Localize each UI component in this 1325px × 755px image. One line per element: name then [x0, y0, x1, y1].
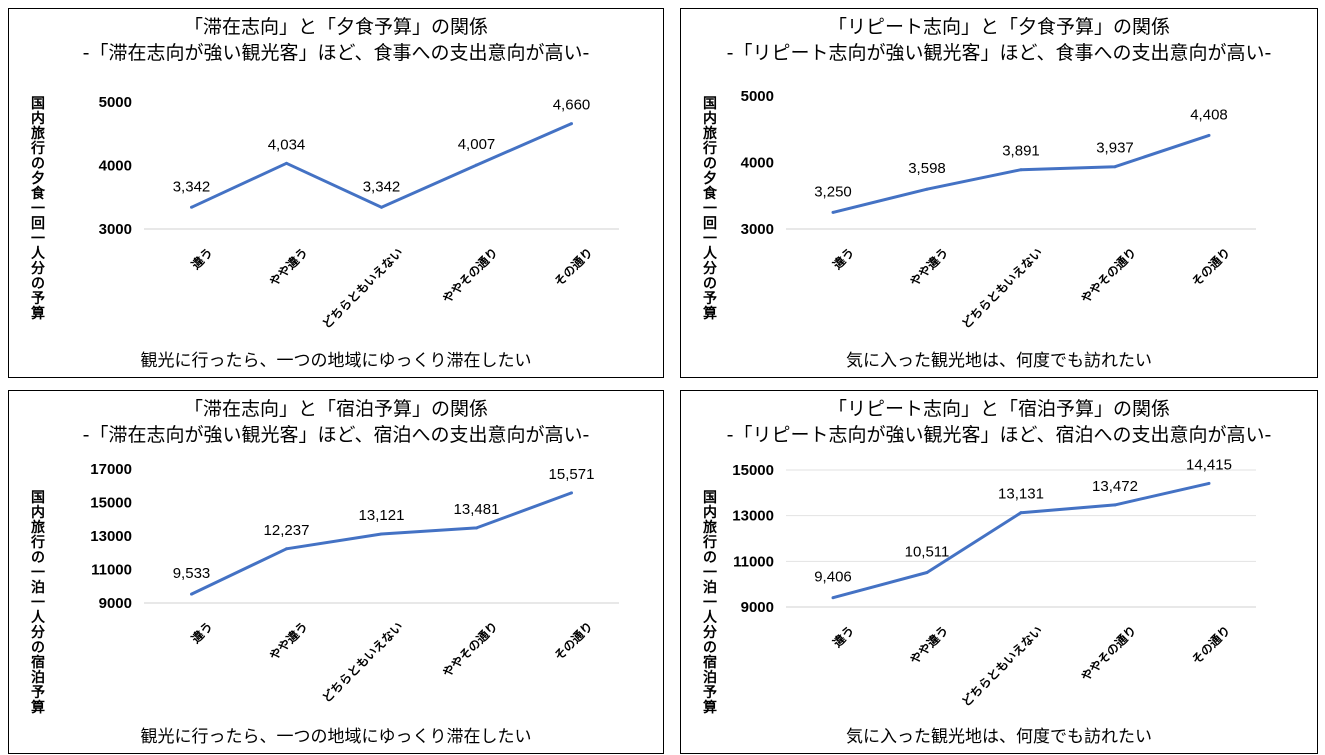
- line-chart: 3000 4000 5000 3,342 4,034 3,342 4,007 4,660 違う や…: [99, 94, 619, 331]
- chart-panel-stay-lodging: 「滞在志向」と「宿泊予算」の関係 -「滞在志向が強い観光客」ほど、宿泊への支出意…: [8, 390, 664, 754]
- data-label: 3,891: [1002, 143, 1040, 160]
- chart-subtitle: -「リピート志向が強い観光客」ほど、宿泊への支出意向が高い-: [726, 424, 1272, 446]
- data-label: 9,533: [173, 565, 211, 582]
- x-tick-label: その通り: [551, 619, 596, 664]
- x-tick-label: どちらともいえない: [959, 245, 1045, 331]
- data-label: 4,660: [553, 97, 591, 114]
- data-label: 13,481: [454, 501, 500, 518]
- data-label: 3,250: [814, 183, 852, 200]
- y-axis-label: 国内旅行の夕食一回一人分の予算: [31, 96, 45, 322]
- data-point: [1019, 168, 1023, 172]
- chart-title: 「滞在志向」と「夕食予算」の関係: [183, 16, 488, 38]
- chart-panel-stay-dinner: 「滞在志向」と「夕食予算」の関係 -「滞在志向が強い観光客」ほど、食事への支出意…: [8, 8, 664, 378]
- chart-title: 「滞在志向」と「宿泊予算」の関係: [183, 398, 488, 420]
- x-tick-label: やや違う: [907, 245, 952, 290]
- data-point: [285, 161, 288, 165]
- data-label: 9,406: [814, 569, 852, 586]
- data-point: [1113, 165, 1117, 169]
- y-tick-label: 13000: [732, 508, 774, 525]
- data-label: 13,472: [1092, 478, 1138, 495]
- data-point: [380, 532, 383, 536]
- data-point: [1019, 511, 1023, 515]
- x-tick-label: ややその通り: [439, 619, 501, 681]
- data-point: [831, 596, 835, 600]
- data-point: [380, 205, 383, 209]
- data-point: [1207, 133, 1211, 137]
- x-tick-label: やや違う: [266, 619, 311, 664]
- y-tick-label: 3000: [99, 221, 132, 238]
- chart-panel-repeat-lodging: 「リピート志向」と「宿泊予算」の関係 -「リピート志向が強い観光客」ほど、宿泊へ…: [680, 390, 1318, 754]
- y-tick-label: 9000: [99, 595, 132, 612]
- data-point: [1207, 481, 1211, 485]
- y-tick-label: 5000: [741, 88, 774, 105]
- y-tick-label: 4000: [741, 155, 774, 172]
- x-tick-label: 違う: [188, 619, 216, 647]
- y-axis-label: 国内旅行の夕食一回一人分の予算: [703, 96, 717, 322]
- x-axis-label: 観光に行ったら、一つの地域にゆっくり滞在したい: [140, 351, 532, 371]
- data-label: 12,237: [264, 522, 310, 539]
- y-axis-label: 国内旅行の一泊一人分の宿泊予算: [31, 490, 45, 716]
- x-axis-label: 気に入った観光地は、何度でも訪れたい: [846, 351, 1152, 371]
- data-label: 3,342: [363, 178, 401, 195]
- data-label: 3,937: [1096, 140, 1134, 157]
- chart-title: 「リピート志向」と「夕食予算」の関係: [827, 16, 1170, 38]
- x-tick-label: 違う: [830, 623, 858, 651]
- data-label: 14,415: [1186, 456, 1232, 473]
- y-tick-label: 3000: [741, 221, 774, 238]
- data-label: 13,121: [359, 507, 405, 524]
- y-tick-label: 11000: [733, 553, 774, 570]
- x-tick-label: どちらともいえない: [320, 245, 406, 331]
- x-tick-label: ややその通り: [1078, 623, 1140, 685]
- x-tick-label: どちらともいえない: [959, 623, 1045, 709]
- chart-subtitle: -「滞在志向が強い観光客」ほど、食事への支出意向が高い-: [82, 42, 590, 64]
- x-tick-label: どちらともいえない: [320, 619, 406, 705]
- y-tick-label: 15000: [732, 462, 774, 479]
- data-label: 3,342: [173, 178, 211, 195]
- x-tick-label: やや違う: [907, 623, 952, 668]
- x-tick-label: ややその通り: [439, 245, 501, 307]
- data-label: 4,034: [268, 136, 306, 153]
- x-tick-label: その通り: [1189, 623, 1234, 668]
- x-tick-label: その通り: [551, 245, 596, 290]
- data-label: 4,408: [1190, 106, 1228, 123]
- y-tick-label: 13000: [90, 528, 132, 545]
- data-label: 15,571: [549, 466, 595, 483]
- y-tick-label: 9000: [741, 599, 774, 616]
- data-label: 3,598: [908, 160, 946, 177]
- x-axis-label: 観光に行ったら、一つの地域にゆっくり滞在したい: [140, 727, 532, 747]
- data-point: [190, 205, 193, 209]
- x-tick-label: 違う: [830, 245, 858, 273]
- y-tick-label: 17000: [90, 461, 132, 478]
- x-axis-label: 気に入った観光地は、何度でも訪れたい: [846, 727, 1152, 747]
- data-point: [475, 163, 478, 167]
- line-chart: 9000 11000 13000 15000 9,406 10,511 13,131 13,4…: [732, 456, 1256, 709]
- chart-subtitle: -「滞在志向が強い観光客」ほど、宿泊への支出意向が高い-: [82, 424, 590, 446]
- y-tick-label: 4000: [99, 158, 132, 175]
- data-point: [570, 491, 573, 495]
- chart-panel-repeat-dinner: 「リピート志向」と「夕食予算」の関係 -「リピート志向が強い観光客」ほど、食事へ…: [680, 8, 1318, 378]
- y-tick-label: 15000: [90, 495, 132, 512]
- data-point: [285, 547, 288, 551]
- x-tick-label: ややその通り: [1078, 245, 1140, 307]
- chart-title: 「リピート志向」と「宿泊予算」の関係: [827, 398, 1170, 420]
- data-label: 13,131: [998, 486, 1044, 503]
- x-tick-label: 違う: [188, 245, 216, 273]
- x-tick-label: やや違う: [266, 245, 311, 290]
- data-point: [925, 187, 929, 191]
- chart-subtitle: -「リピート志向が強い観光客」ほど、食事への支出意向が高い-: [726, 42, 1272, 64]
- line-chart: 3000 4000 5000 3,250 3,598 3,891 3,937 4,408 違う や…: [741, 88, 1256, 331]
- y-axis-label: 国内旅行の一泊一人分の宿泊予算: [703, 490, 717, 716]
- data-point: [831, 210, 835, 214]
- data-point: [925, 570, 929, 574]
- line-chart: 9000 11000 13000 15000 17000 9,533 12,237 13,12…: [90, 461, 619, 705]
- data-point: [475, 526, 478, 530]
- y-tick-label: 11000: [91, 562, 132, 579]
- data-label: 10,511: [905, 543, 950, 560]
- data-point: [1113, 503, 1117, 507]
- data-point: [190, 592, 193, 596]
- data-point: [570, 122, 573, 126]
- data-label: 4,007: [458, 136, 496, 153]
- x-tick-label: その通り: [1189, 245, 1234, 290]
- y-tick-label: 5000: [99, 94, 132, 111]
